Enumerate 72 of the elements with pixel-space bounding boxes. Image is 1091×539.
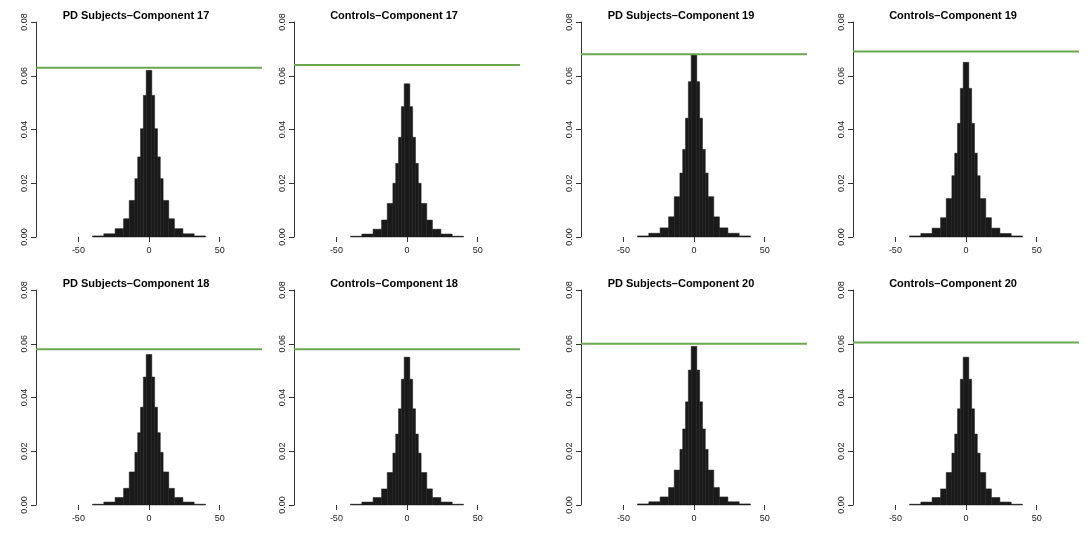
chart-title: PD Subjects–Component 19 bbox=[607, 8, 755, 21]
y-tick-label: 0.00 bbox=[18, 496, 29, 514]
y-tick-label: 0.06 bbox=[18, 66, 29, 85]
x-tick-label: 50 bbox=[214, 512, 225, 523]
y-tick-label: 0.06 bbox=[563, 334, 574, 353]
chart-title: PD Subjects–Component 20 bbox=[607, 276, 755, 289]
y-tick-label: 0.04 bbox=[563, 120, 574, 139]
x-tick-label: 50 bbox=[472, 244, 483, 255]
y-tick-label: 0.08 bbox=[18, 13, 29, 31]
y-tick-label: 0.00 bbox=[835, 496, 846, 514]
x-tick-label: 50 bbox=[1031, 244, 1042, 255]
y-tick-label: 0.06 bbox=[563, 66, 574, 85]
y-tick-label: 0.02 bbox=[276, 442, 287, 461]
x-tick-label: 0 bbox=[691, 512, 697, 523]
chart-title: Controls–Component 17 bbox=[330, 8, 458, 21]
x-tick-label: -50 bbox=[888, 244, 902, 255]
x-tick-label: 0 bbox=[404, 512, 410, 523]
y-tick-label: 0.04 bbox=[276, 388, 287, 407]
y-tick-label: 0.00 bbox=[276, 228, 287, 246]
x-tick-label: -50 bbox=[329, 244, 343, 255]
y-tick-label: 0.00 bbox=[18, 228, 29, 246]
x-tick-label: -50 bbox=[71, 512, 85, 523]
y-tick-label: 0.00 bbox=[276, 496, 287, 514]
y-tick-label: 0.08 bbox=[563, 281, 574, 299]
y-tick-label: 0.06 bbox=[276, 66, 287, 85]
x-tick-label: 0 bbox=[691, 244, 697, 255]
x-tick-label: 0 bbox=[146, 244, 152, 255]
y-tick-label: 0.02 bbox=[835, 442, 846, 461]
y-tick-label: 0.06 bbox=[835, 66, 846, 85]
y-tick-label: 0.04 bbox=[276, 120, 287, 139]
y-tick-label: 0.04 bbox=[563, 388, 574, 407]
x-tick-label: 0 bbox=[146, 512, 152, 523]
x-tick-label: -50 bbox=[888, 512, 902, 523]
y-tick-label: 0.08 bbox=[18, 281, 29, 299]
x-tick-label: 0 bbox=[963, 244, 969, 255]
y-tick-label: 0.02 bbox=[18, 174, 29, 193]
y-tick-label: 0.08 bbox=[276, 281, 287, 299]
x-tick-label: 50 bbox=[214, 244, 225, 255]
y-tick-label: 0.04 bbox=[835, 388, 846, 407]
chart-title: Controls–Component 18 bbox=[330, 276, 458, 289]
chart-title: PD Subjects–Component 17 bbox=[62, 8, 210, 21]
y-tick-label: 0.02 bbox=[563, 442, 574, 461]
x-tick-label: 50 bbox=[472, 512, 483, 523]
y-tick-label: 0.02 bbox=[276, 174, 287, 193]
chart-title: Controls–Component 20 bbox=[889, 276, 1017, 289]
y-tick-label: 0.02 bbox=[835, 174, 846, 193]
x-tick-label: -50 bbox=[616, 244, 630, 255]
y-tick-label: 0.02 bbox=[18, 442, 29, 461]
x-tick-label: -50 bbox=[329, 512, 343, 523]
x-tick-label: 50 bbox=[759, 512, 770, 523]
x-tick-label: -50 bbox=[616, 512, 630, 523]
y-tick-label: 0.04 bbox=[835, 120, 846, 139]
x-tick-label: 0 bbox=[404, 244, 410, 255]
y-tick-label: 0.08 bbox=[563, 13, 574, 31]
y-tick-label: 0.06 bbox=[18, 334, 29, 353]
y-tick-label: 0.06 bbox=[835, 334, 846, 353]
y-tick-label: 0.00 bbox=[563, 496, 574, 514]
chart-title: PD Subjects–Component 18 bbox=[62, 276, 210, 289]
y-tick-label: 0.08 bbox=[835, 281, 846, 299]
y-tick-label: 0.04 bbox=[18, 120, 29, 139]
y-tick-label: 0.00 bbox=[835, 228, 846, 246]
x-tick-label: -50 bbox=[71, 244, 85, 255]
x-tick-label: 50 bbox=[759, 244, 770, 255]
chart-title: Controls–Component 19 bbox=[889, 8, 1017, 21]
y-tick-label: 0.08 bbox=[276, 13, 287, 31]
x-tick-label: 50 bbox=[1031, 512, 1042, 523]
y-tick-label: 0.00 bbox=[563, 228, 574, 246]
y-tick-label: 0.06 bbox=[276, 334, 287, 353]
x-tick-label: 0 bbox=[963, 512, 969, 523]
y-tick-label: 0.02 bbox=[563, 174, 574, 193]
y-tick-label: 0.08 bbox=[835, 13, 846, 31]
y-tick-label: 0.04 bbox=[18, 388, 29, 407]
